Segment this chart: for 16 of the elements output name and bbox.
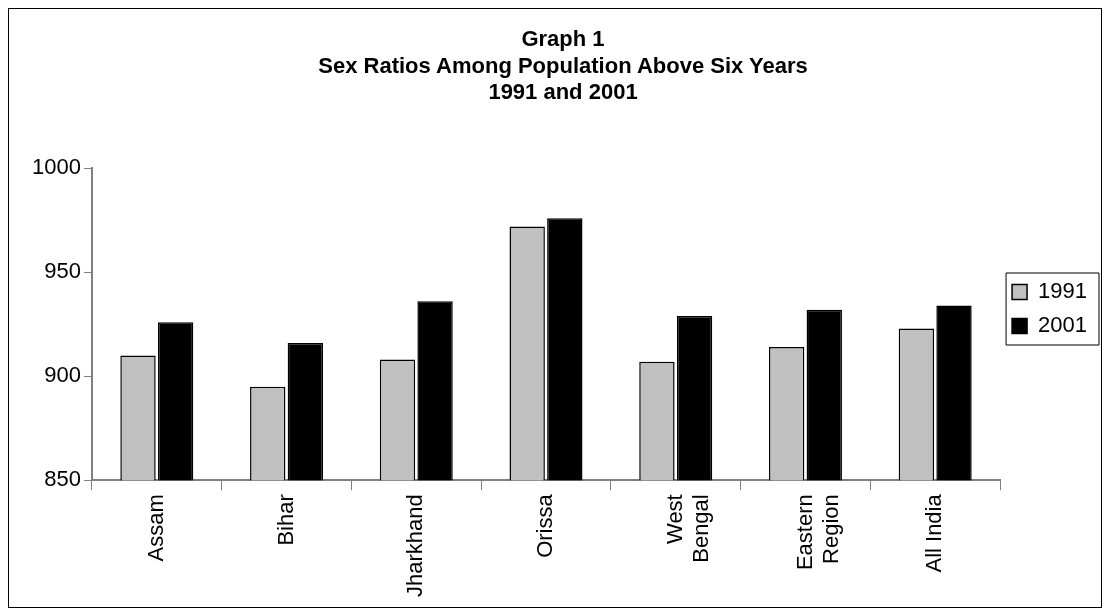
legend-label: 1991 (1038, 278, 1088, 304)
x-tick-label: Jharkhand (402, 494, 428, 598)
y-tick-label: 850 (44, 466, 81, 492)
x-tick-label: West Bengal (661, 494, 714, 563)
text: Graph 1 (521, 26, 605, 52)
text: 1991 and 2001 (488, 79, 638, 105)
y-tick-label: 950 (44, 258, 81, 284)
x-tick-label: All India (921, 493, 947, 573)
text: Sex Ratios Among Population Above Six Years (318, 52, 808, 78)
x-tick-label: Assam (142, 494, 168, 562)
y-tick-label: 1000 (31, 154, 81, 180)
y-tick-label: 900 (44, 362, 81, 388)
legend-label: 2001 (1038, 312, 1088, 338)
x-tick-label: Eastern Region (791, 494, 843, 571)
x-tick-label: Bihar (272, 494, 298, 546)
x-tick-label: Orissa (532, 493, 558, 558)
